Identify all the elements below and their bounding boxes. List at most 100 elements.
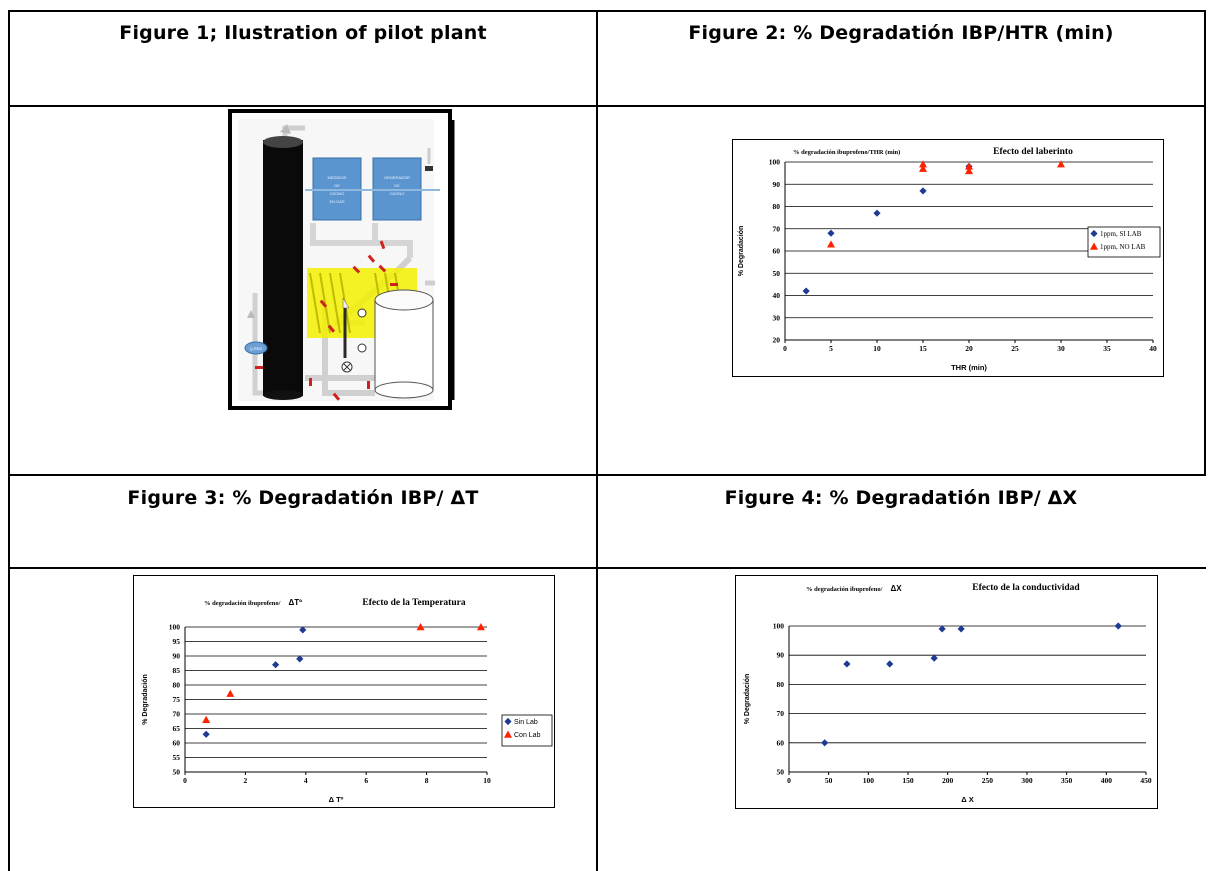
y-tick-label: 50 — [777, 768, 785, 777]
y-tick-label: 30 — [773, 313, 781, 322]
table-divider-center — [596, 10, 598, 871]
y-tick-label: 100 — [773, 622, 785, 631]
y-tick-label: 80 — [173, 681, 181, 690]
y-tick-label: 20 — [773, 336, 781, 345]
arrow-up-icon — [247, 310, 255, 318]
data-point — [416, 623, 425, 631]
generator-label-1: GENERADOR — [384, 175, 410, 180]
y-tick-label: 60 — [173, 739, 181, 748]
data-point — [202, 730, 210, 738]
data-point — [202, 715, 211, 723]
chart-subtitle: % degradación ibuprofeno/THR (min) — [793, 149, 900, 156]
chart-subtitle-symbol: ΔX — [891, 584, 903, 593]
x-tick-label: 10 — [873, 344, 881, 353]
table-border-top — [8, 10, 1206, 12]
x-axis-label: THR (min) — [951, 363, 987, 372]
figure3-caption: Figure 3: % Degradatión IBP/ ΔT — [127, 487, 479, 509]
x-tick-label: 450 — [1140, 776, 1152, 785]
chart-subtitle: % degradación ibuprofeno/ — [204, 600, 281, 607]
y-tick-label: 60 — [773, 247, 781, 256]
y-tick-label: 80 — [773, 202, 781, 211]
x-tick-label: 2 — [244, 776, 248, 785]
legend-label: 1ppm, NO LAB — [1100, 243, 1146, 251]
x-tick-label: 8 — [425, 776, 429, 785]
x-tick-label: 0 — [183, 776, 187, 785]
data-point — [1114, 622, 1122, 630]
data-point — [930, 654, 938, 662]
generator-label-3: OZONO — [390, 191, 405, 196]
x-tick-label: 50 — [825, 776, 833, 785]
data-point — [965, 162, 973, 170]
figure2-caption: Figure 2: % Degradatión IBP/HTR (min) — [688, 22, 1114, 44]
chart-figure2: 20 30 40 50 60 70 80 90 100 0 5 10 15 20 25 30 35 40 % deg… — [732, 139, 1164, 377]
small-vessel — [342, 297, 350, 309]
x-tick-label: 25 — [1011, 344, 1019, 353]
y-tick-label: 90 — [773, 180, 781, 189]
chart-figure2-svg: 20 30 40 50 60 70 80 90 100 0 5 10 15 20 25 30 35 40 % deg… — [738, 147, 1161, 372]
x-tick-label: 5 — [829, 344, 833, 353]
x-tick-label: 250 — [982, 776, 994, 785]
chart-title: Efecto de la conductividad — [972, 583, 1080, 593]
legend-label: Sin Lab — [514, 719, 538, 726]
y-tick-label: 55 — [173, 753, 181, 762]
column-top — [263, 136, 303, 148]
x-tick-label: 400 — [1101, 776, 1113, 785]
x-tick-label: 20 — [965, 344, 973, 353]
legend-label: 1ppm, SI LAB — [1100, 230, 1142, 238]
legend-label: Con Lab — [514, 732, 541, 739]
y-tick-label: 50 — [173, 768, 181, 777]
figure4-caption: Figure 4: % Degradatión IBP/ ΔX — [724, 487, 1078, 509]
data-point — [919, 187, 927, 195]
y-tick-label: 80 — [777, 680, 785, 689]
x-tick-label: 0 — [787, 776, 791, 785]
data-point — [1057, 160, 1065, 168]
x-tick-label: 0 — [783, 344, 787, 353]
flow-meters — [341, 308, 367, 373]
generator-label-2: DE — [394, 183, 400, 188]
legend-marker — [504, 730, 512, 738]
y-tick-label: 100 — [769, 158, 781, 167]
table-border-left — [8, 10, 10, 871]
chart-figure3: 50 55 60 65 70 75 80 85 90 95 100 0 2 4 6 8 10 % degradac… — [133, 575, 555, 808]
y-tick-label: 90 — [173, 652, 181, 661]
x-tick-label: 4 — [304, 776, 308, 785]
chart-title: Efecto del laberinto — [993, 147, 1073, 157]
y-tick-label: 85 — [173, 666, 181, 675]
x-tick-label: 100 — [863, 776, 875, 785]
data-point — [476, 623, 485, 631]
x-axis-label: Δ Tº — [329, 795, 344, 804]
table-row-line-3 — [8, 567, 1206, 569]
data-point — [873, 209, 881, 217]
x-tick-label: 40 — [1149, 344, 1157, 353]
chart-subtitle-symbol: ΔTº — [289, 598, 303, 607]
data-point — [843, 660, 851, 668]
y-tick-label: 95 — [173, 637, 181, 646]
data-point — [827, 229, 835, 237]
y-tick-label: 75 — [173, 695, 181, 704]
table-row-line-2 — [8, 474, 1206, 476]
y-tick-label: 70 — [173, 710, 181, 719]
valve-label: Q.RED — [250, 346, 263, 351]
chart-title: Efecto de la Temperatura — [362, 598, 465, 608]
data-point — [827, 240, 835, 248]
data-point — [965, 166, 973, 175]
x-tick-label: 150 — [902, 776, 914, 785]
meter-label-4: EN GAS — [329, 199, 344, 204]
chart-figure3-svg: 50 55 60 65 70 75 80 85 90 95 100 0 2 4 6 8 10 % degradac… — [142, 598, 553, 804]
red-valves — [255, 240, 398, 401]
data-point — [938, 625, 946, 633]
x-axis-label: Δ X — [961, 795, 973, 804]
x-tick-label: 200 — [942, 776, 954, 785]
x-tick-label: 35 — [1103, 344, 1111, 353]
legend-marker — [1090, 242, 1098, 250]
x-tick-label: 10 — [483, 776, 491, 785]
arrow-icon — [280, 124, 291, 134]
data-point — [272, 661, 280, 669]
table-border-right — [1204, 10, 1206, 475]
x-tick-label: 300 — [1021, 776, 1033, 785]
data-point — [957, 625, 965, 633]
y-tick-label: 90 — [777, 651, 785, 660]
legend-marker — [504, 717, 512, 726]
storage-tank — [374, 289, 434, 399]
